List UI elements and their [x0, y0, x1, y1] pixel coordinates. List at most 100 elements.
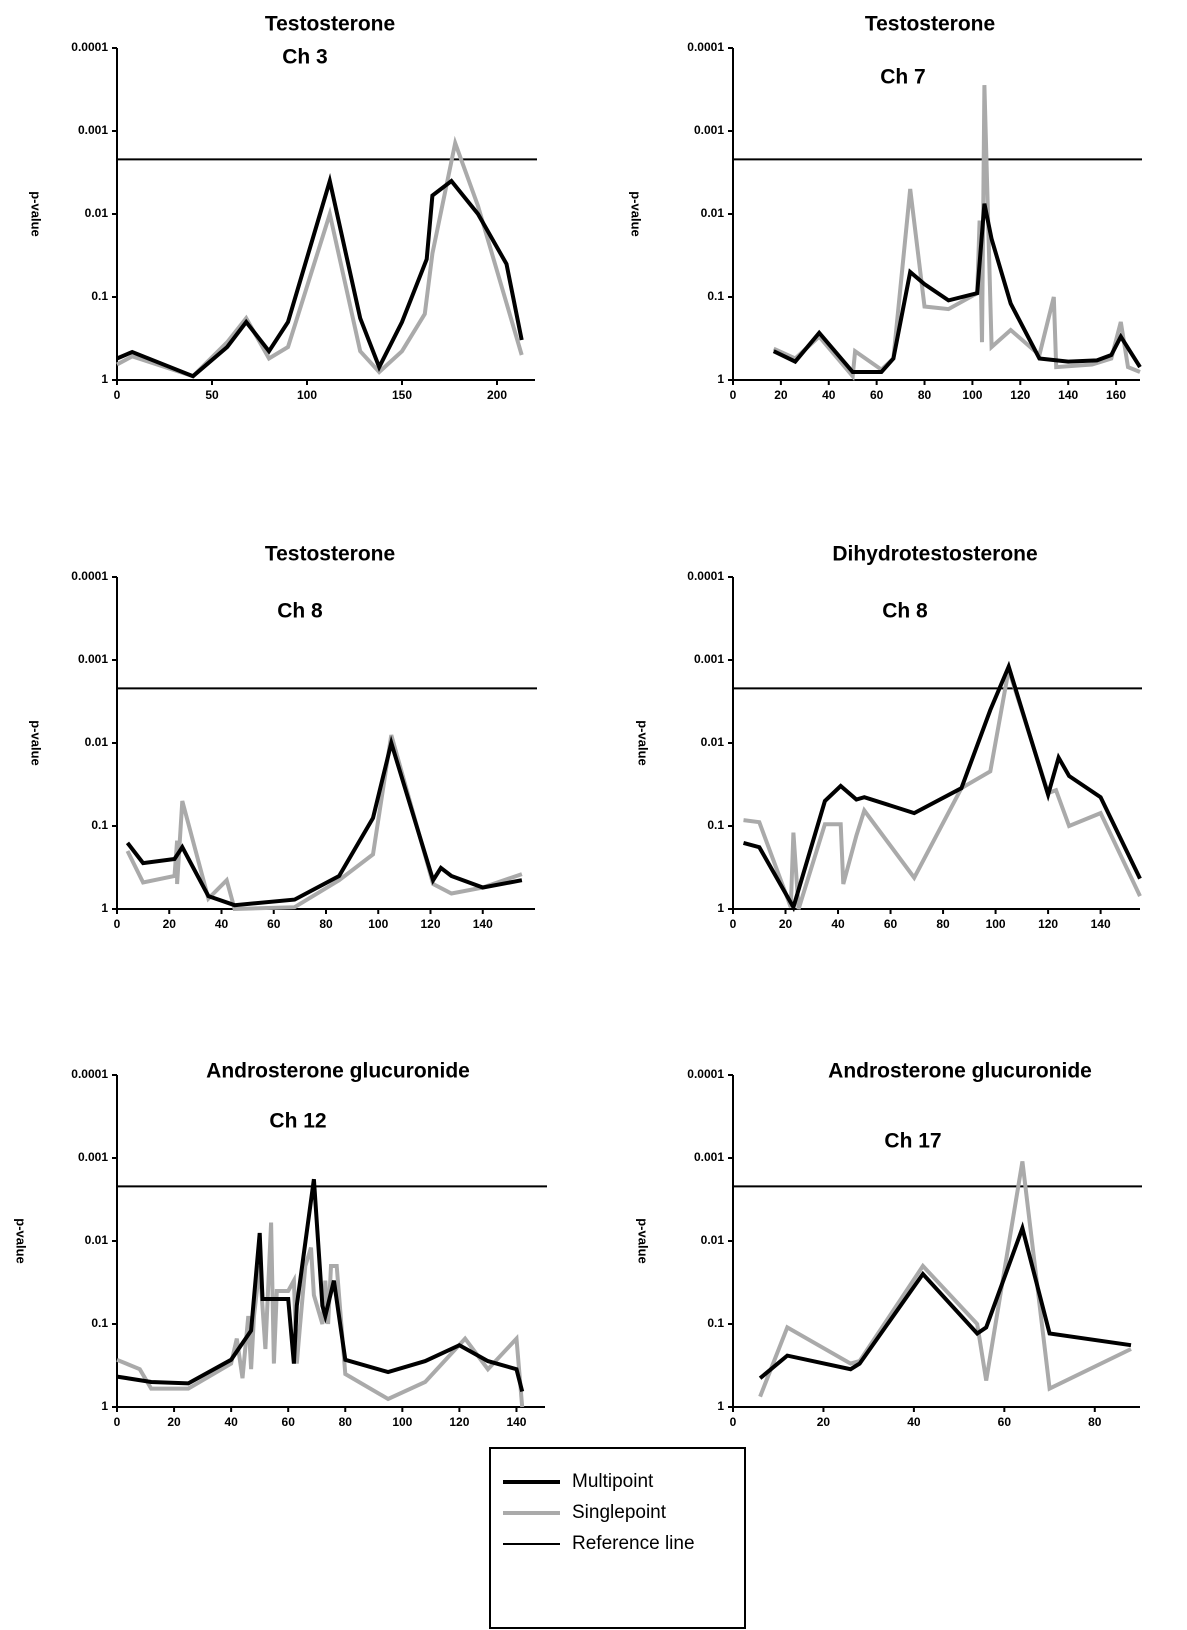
y-tick-label: 0.001	[78, 1150, 108, 1164]
y-tick-label: 0.01	[85, 1233, 109, 1247]
legend-label: Singlepoint	[572, 1502, 667, 1523]
series-line	[742, 660, 1142, 913]
y-tick-label: 0.1	[707, 818, 724, 832]
series-line	[116, 1178, 525, 1392]
panel: Androsterone glucuronide Ch 17 p-value 0.00…	[636, 1060, 1142, 1429]
series-line	[125, 734, 523, 912]
chart-subtitle: Ch 8	[277, 600, 323, 623]
y-axis-label: p-value	[629, 191, 644, 237]
x-tick-label: 80	[936, 917, 950, 931]
y-tick-label: 0.0001	[687, 569, 724, 583]
y-tick-label: 0.001	[78, 652, 108, 666]
y-tick-label: 1	[101, 901, 108, 915]
x-tick-label: 140	[1091, 917, 1111, 931]
legend-label: Multipoint	[572, 1471, 654, 1492]
x-tick-label: 40	[215, 917, 229, 931]
x-tick-label: 60	[884, 917, 898, 931]
x-tick-label: 0	[114, 917, 121, 931]
x-tick-label: 140	[506, 1415, 526, 1429]
x-tick-label: 80	[1088, 1415, 1102, 1429]
y-tick-label: 0.01	[85, 206, 109, 220]
y-tick-label: 1	[717, 372, 724, 386]
x-tick-label: 60	[998, 1415, 1012, 1429]
x-tick-label: 100	[392, 1415, 412, 1429]
y-tick-label: 0.0001	[71, 569, 108, 583]
x-tick-label: 20	[163, 917, 177, 931]
y-tick-label: 0.01	[701, 735, 725, 749]
y-tick-label: 1	[101, 372, 108, 386]
x-tick-label: 0	[730, 388, 737, 402]
x-tick-label: 20	[817, 1415, 831, 1429]
x-tick-label: 120	[449, 1415, 469, 1429]
x-tick-label: 40	[907, 1415, 921, 1429]
y-tick-label: 0.1	[91, 1316, 108, 1330]
y-tick-label: 0.0001	[71, 40, 108, 54]
chart-title: Testosterone	[265, 543, 395, 566]
y-tick-label: 0.001	[694, 123, 724, 137]
y-axis-label: p-value	[636, 720, 651, 766]
series-line	[743, 668, 1142, 910]
series-line	[125, 735, 523, 908]
x-tick-label: 150	[392, 388, 412, 402]
y-axis-label: p-value	[29, 191, 44, 237]
chart-title: Androsterone glucuronide	[828, 1060, 1092, 1083]
y-tick-label: 0.01	[701, 1233, 725, 1247]
y-tick-label: 0.1	[707, 1316, 724, 1330]
x-tick-label: 60	[267, 917, 281, 931]
series-line	[758, 1221, 1132, 1380]
panel: Dihydrotestosterone Ch 8 p-value 0.0001 0.00…	[636, 543, 1142, 931]
y-tick-label: 0.001	[694, 1150, 724, 1164]
x-tick-label: 200	[487, 388, 507, 402]
x-tick-label: 0	[730, 1415, 737, 1429]
y-tick-label: 0.001	[78, 123, 108, 137]
x-tick-label: 40	[831, 917, 845, 931]
x-tick-label: 140	[1058, 388, 1078, 402]
x-tick-label: 20	[779, 917, 793, 931]
x-tick-label: 80	[918, 388, 932, 402]
chart-subtitle: Ch 12	[269, 1110, 326, 1133]
x-tick-label: 60	[282, 1415, 296, 1429]
x-tick-label: 160	[1106, 388, 1126, 402]
x-tick-label: 80	[319, 917, 333, 931]
y-tick-label: 1	[717, 1399, 724, 1413]
x-tick-label: 100	[368, 917, 388, 931]
chart-subtitle: Ch 8	[882, 600, 928, 623]
y-axis-label: p-value	[14, 1218, 29, 1264]
chart-title: Dihydrotestosterone	[832, 543, 1037, 566]
panel: Testosterone Ch 3 p-value 0.0001 0.001 0.01 0.…	[29, 13, 537, 402]
x-tick-label: 0	[114, 1415, 121, 1429]
x-tick-label: 120	[1010, 388, 1030, 402]
series-line	[116, 135, 524, 379]
y-tick-label: 0.001	[694, 652, 724, 666]
y-tick-label: 0.01	[701, 206, 725, 220]
y-tick-label: 0.01	[85, 735, 109, 749]
chart-subtitle: Ch 3	[282, 46, 328, 69]
y-tick-label: 0.0001	[687, 1067, 724, 1081]
x-tick-label: 120	[420, 917, 440, 931]
y-tick-label: 0.1	[707, 289, 724, 303]
chart-subtitle: Ch 17	[884, 1130, 941, 1153]
y-axis-label: p-value	[636, 1218, 651, 1264]
legend-label: Reference line	[572, 1533, 695, 1554]
x-tick-label: 40	[224, 1415, 238, 1429]
legend-box	[489, 1447, 746, 1629]
x-tick-label: 100	[297, 388, 317, 402]
x-tick-label: 100	[986, 917, 1006, 931]
panel: Testosterone Ch 8 p-value 0.0001 0.001 0.01 0.…	[29, 543, 537, 931]
x-tick-label: 140	[473, 917, 493, 931]
y-tick-label: 0.1	[91, 289, 108, 303]
chart-title: Androsterone glucuronide	[206, 1060, 470, 1083]
series-line	[772, 203, 1142, 374]
x-tick-label: 100	[962, 388, 982, 402]
x-tick-label: 0	[730, 917, 737, 931]
x-tick-label: 20	[774, 388, 788, 402]
y-tick-label: 1	[717, 901, 724, 915]
chart-subtitle: Ch 7	[880, 66, 926, 89]
x-tick-label: 40	[822, 388, 836, 402]
legend: Multipoint Singlepoint Reference line	[489, 1447, 746, 1629]
x-tick-label: 80	[339, 1415, 353, 1429]
chart-title: Testosterone	[865, 13, 995, 36]
chart-title: Testosterone	[265, 13, 395, 36]
